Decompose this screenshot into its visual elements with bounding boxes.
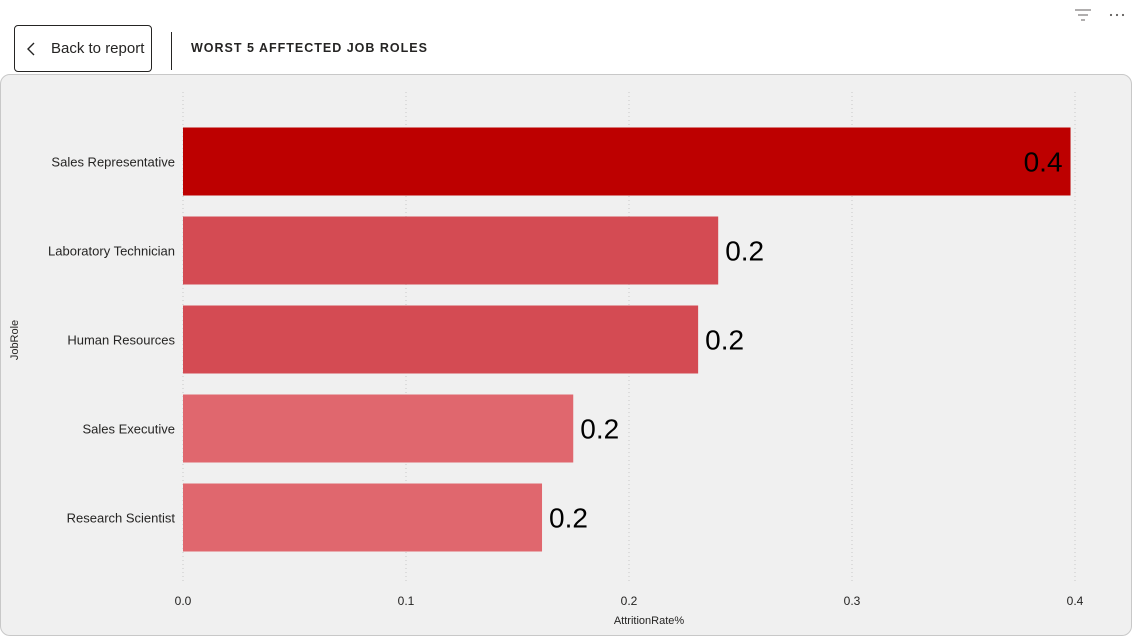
back-chevron-icon — [27, 42, 35, 55]
more-options-icon[interactable] — [1107, 6, 1127, 24]
x-tick-label: 0.0 — [174, 594, 192, 608]
category-label: Human Resources — [67, 332, 175, 348]
page-title: WORST 5 AFFTECTED JOB ROLES — [191, 41, 428, 55]
back-button-label: Back to report — [51, 40, 145, 57]
x-tick-label: 0.4 — [1066, 594, 1084, 608]
filter-icon[interactable] — [1073, 6, 1093, 24]
category-label: Research Scientist — [66, 510, 175, 526]
category-label: Sales Representative — [51, 154, 175, 170]
x-tick-label: 0.2 — [620, 594, 638, 608]
x-axis-title: AttritionRate% — [613, 615, 685, 627]
back-to-report-button[interactable]: Back to report — [14, 25, 152, 72]
y-axis-title: JobRole — [9, 319, 21, 361]
category-label: Sales Executive — [82, 421, 176, 437]
x-tick-label: 0.3 — [843, 594, 861, 608]
header-divider — [171, 32, 172, 70]
report-header: Back to report WORST 5 AFFTECTED JOB ROL… — [0, 0, 1133, 74]
category-label: Laboratory Technician — [48, 243, 175, 259]
x-tick-label: 0.1 — [397, 594, 415, 608]
